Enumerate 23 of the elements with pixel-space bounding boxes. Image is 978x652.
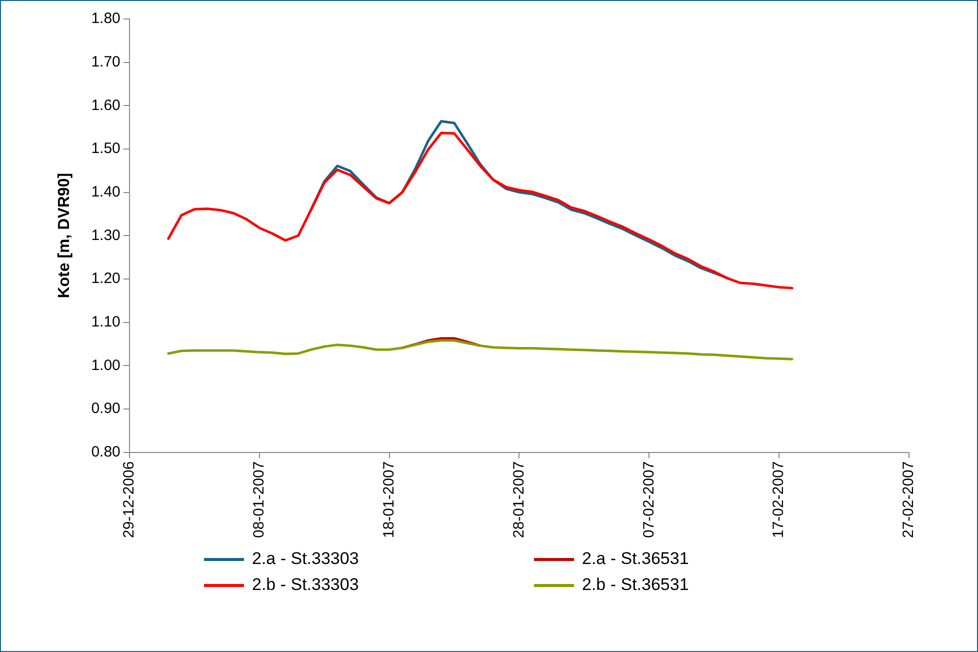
x-tick-label: 07-02-2007 <box>640 461 658 538</box>
y-tick-label: 0.80 <box>91 443 120 460</box>
y-tick-label: 1.40 <box>91 183 120 200</box>
x-tick-label: 18-01-2007 <box>380 461 398 538</box>
x-tick-label: 17-02-2007 <box>770 461 788 538</box>
x-tick-label: 27-02-2007 <box>900 461 918 538</box>
y-tick-label: 1.80 <box>91 10 120 28</box>
y-tick-label: 1.70 <box>91 53 120 70</box>
x-tick-label: 08-01-2007 <box>250 461 268 538</box>
y-tick-label: 1.60 <box>91 96 120 114</box>
y-axis-title: Kote [m, DVR90] <box>56 172 74 298</box>
legend-label: 2.b - St.33303 <box>252 575 359 595</box>
y-tick-label: 1.10 <box>91 313 120 330</box>
legend-label: 2.b - St.36531 <box>582 575 689 595</box>
legend-label: 2.a - St.33303 <box>252 549 359 569</box>
y-tick-label: 1.20 <box>91 270 120 288</box>
x-tick-label: 28-01-2007 <box>510 461 528 538</box>
x-tick-label: 29-12-2006 <box>120 461 138 538</box>
legend-label: 2.a - St.36531 <box>582 549 689 569</box>
y-tick-label: 1.50 <box>91 140 120 158</box>
y-tick-label: 0.90 <box>91 400 120 418</box>
y-tick-label: 1.00 <box>91 356 120 374</box>
y-tick-label: 1.30 <box>91 226 120 244</box>
